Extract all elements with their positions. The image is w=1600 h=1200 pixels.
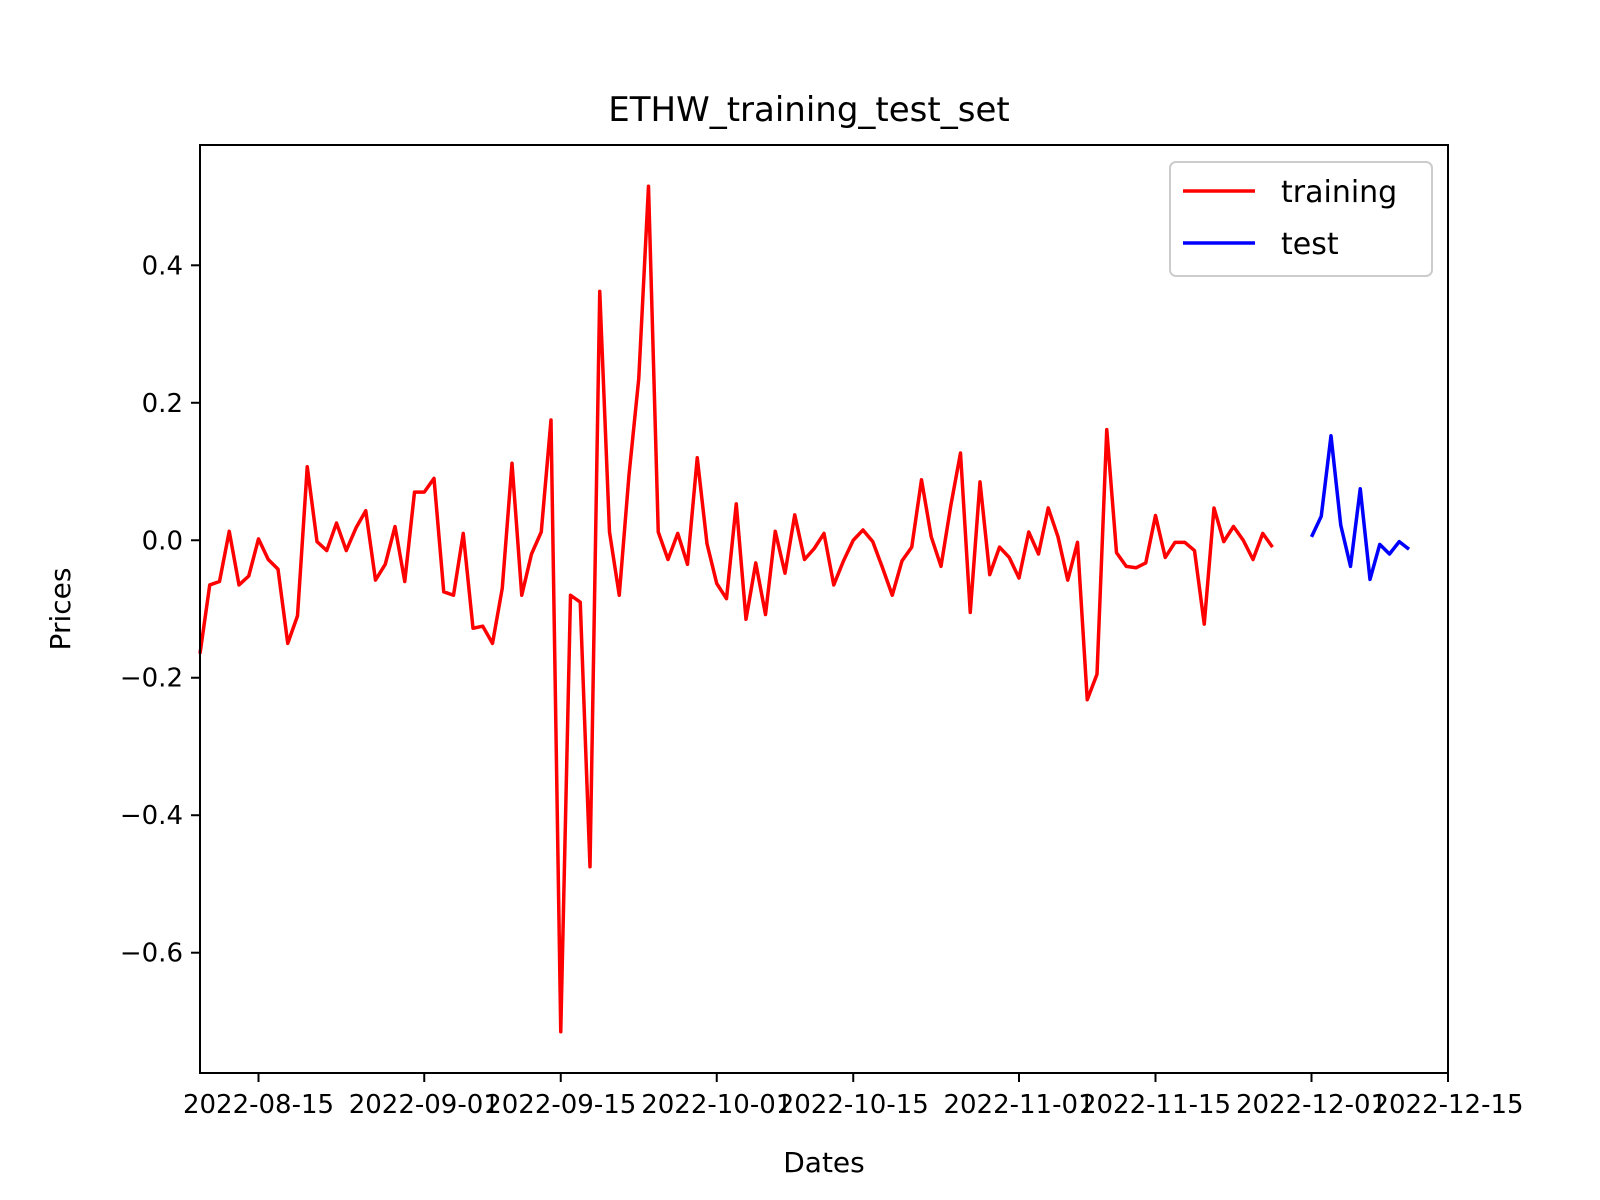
series-line-test — [1309, 434, 1411, 582]
series-line-training — [198, 184, 1274, 1034]
plot-lines — [198, 184, 1411, 1034]
y-tick-label: −0.6 — [120, 939, 183, 969]
x-tick-label: 2022-09-01 — [349, 1090, 500, 1120]
legend-label-training: training — [1281, 175, 1397, 210]
x-tick-label: 2022-10-01 — [641, 1090, 792, 1120]
x-tick-label: 2022-11-15 — [1080, 1090, 1231, 1120]
legend-label-test: test — [1281, 227, 1339, 262]
plot-frame — [199, 144, 1449, 1074]
y-tick-label: 0.0 — [142, 526, 183, 556]
x-tick-label: 2022-12-15 — [1372, 1090, 1523, 1120]
y-tick-label: −0.2 — [120, 664, 183, 694]
x-tick-label: 2022-12-01 — [1236, 1090, 1387, 1120]
chart-title: ETHW_training_test_set — [608, 90, 1009, 130]
y-tick-label: 0.4 — [142, 251, 183, 281]
x-tick-label: 2022-09-15 — [485, 1090, 636, 1120]
y-axis-label: Prices — [44, 568, 77, 651]
x-tick-label: 2022-10-15 — [778, 1090, 929, 1120]
x-axis-label: Dates — [783, 1146, 865, 1179]
y-tick-label: −0.4 — [120, 801, 183, 831]
y-axis-ticks: 0.4 0.2 0.0 −0.2 −0.4 −0.6 — [120, 251, 200, 969]
x-tick-label: 2022-08-15 — [183, 1090, 334, 1120]
legend: training test — [1169, 161, 1433, 277]
y-tick-label: 0.2 — [142, 389, 183, 419]
x-tick-label: 2022-11-01 — [943, 1090, 1094, 1120]
